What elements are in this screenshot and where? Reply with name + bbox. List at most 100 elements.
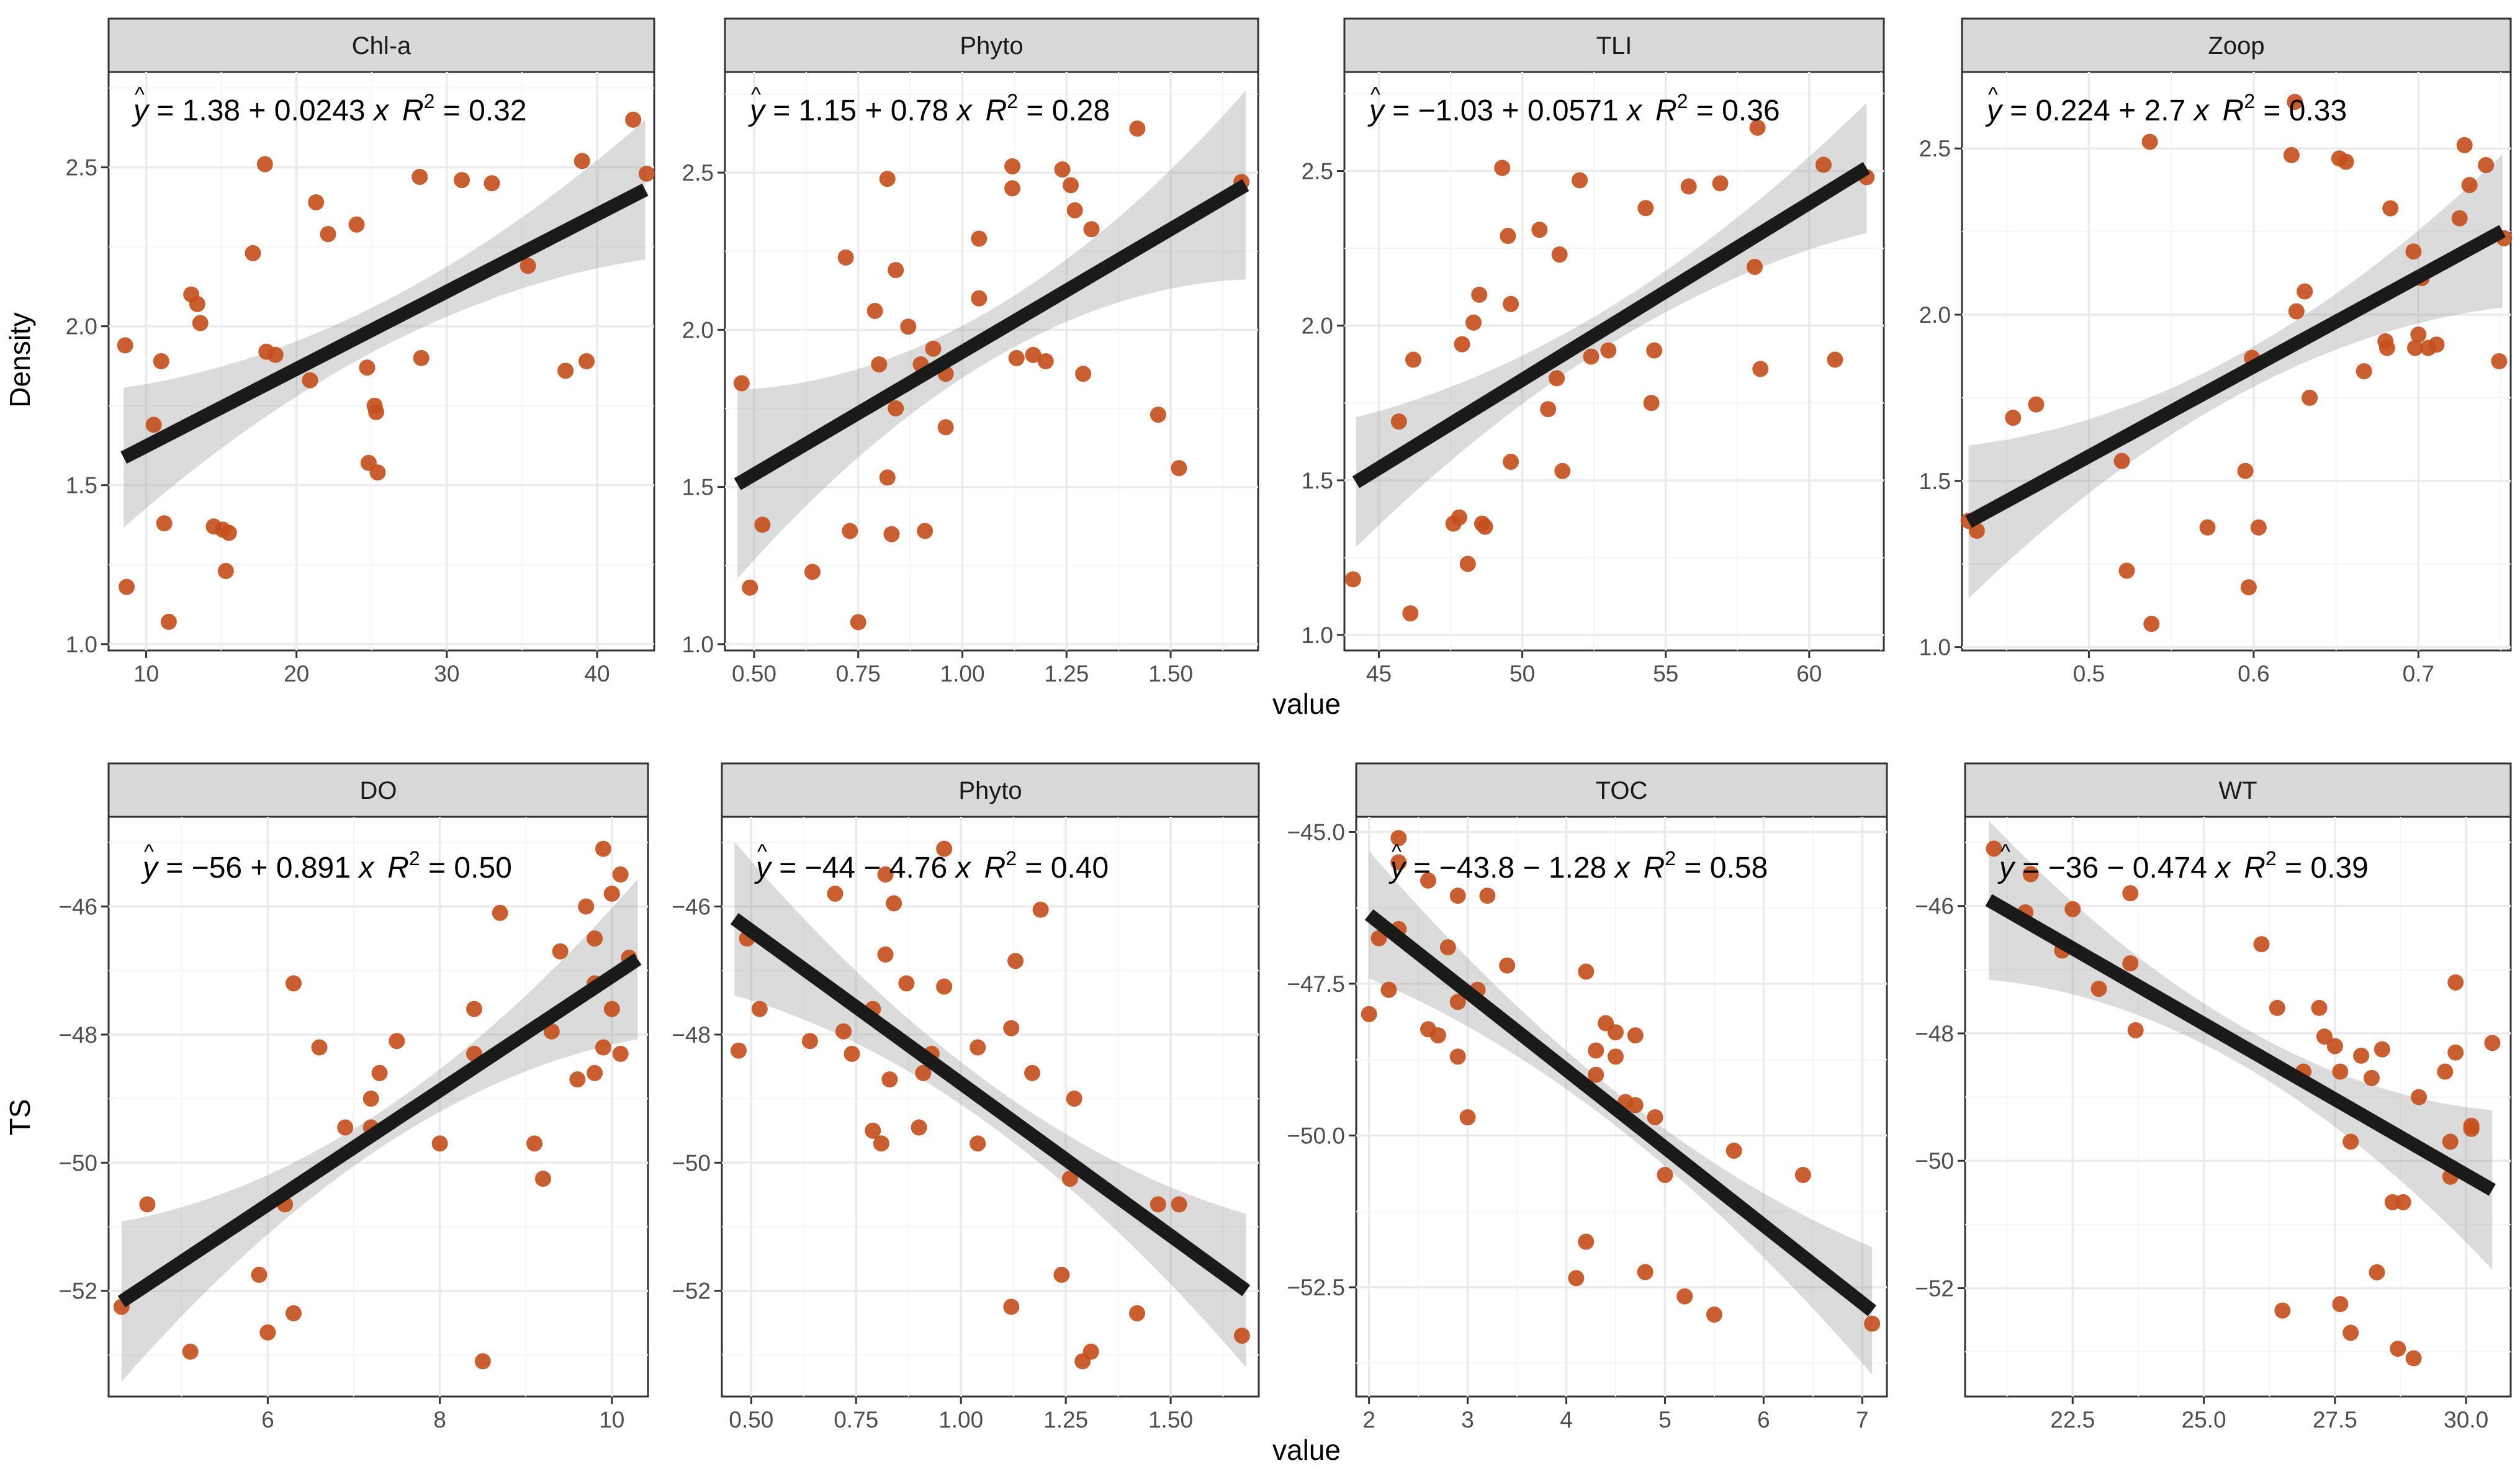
data-point xyxy=(569,1071,586,1088)
data-point xyxy=(2484,1035,2501,1051)
data-point xyxy=(1451,509,1467,526)
x-tick-label: 27.5 xyxy=(2313,1407,2357,1433)
y-tick-label: 1.5 xyxy=(682,475,714,500)
data-point xyxy=(492,904,508,921)
equation-r2: = 0.39 xyxy=(2277,852,2369,884)
data-point xyxy=(1503,295,1519,312)
data-points xyxy=(1986,840,2501,1367)
data-point xyxy=(389,1033,405,1050)
data-point xyxy=(1531,222,1548,238)
equation-x: x xyxy=(956,94,973,127)
data-point xyxy=(587,930,603,947)
data-point xyxy=(1494,160,1511,176)
data-point xyxy=(1607,1024,1624,1041)
data-point xyxy=(1471,286,1488,303)
equation-sup: 2 xyxy=(409,847,420,870)
data-point xyxy=(1066,1091,1082,1107)
facet-strip xyxy=(724,17,1259,73)
data-point xyxy=(2369,1264,2385,1280)
data-point xyxy=(2237,462,2254,479)
equation-yhat: y xyxy=(1985,94,2004,127)
data-point xyxy=(156,515,173,532)
equation-r2: = 0.40 xyxy=(1017,852,1109,884)
data-point xyxy=(2064,901,2081,917)
data-point xyxy=(1429,1027,1446,1044)
data-point xyxy=(1171,1196,1187,1213)
y-tick-label: 2.0 xyxy=(682,317,714,343)
data-point xyxy=(2353,1047,2370,1064)
y-tick-label: 1.5 xyxy=(1919,469,1951,494)
data-point xyxy=(2332,1296,2349,1313)
data-point xyxy=(2028,396,2045,413)
equation-r: R xyxy=(1655,94,1677,127)
equation-r: R xyxy=(2244,852,2266,884)
data-point xyxy=(1066,202,1083,218)
data-point xyxy=(520,258,536,274)
data-point xyxy=(2491,353,2508,369)
data-point xyxy=(1657,1167,1673,1184)
regression-line xyxy=(1965,225,2506,528)
regression-line xyxy=(1985,894,2496,1196)
y-tick-label: 1.5 xyxy=(1302,468,1333,493)
equation-x: x xyxy=(2193,94,2210,127)
data-point xyxy=(2283,146,2300,163)
data-point xyxy=(1054,161,1071,178)
equation-r: R xyxy=(402,94,424,127)
equation-r2: = 0.32 xyxy=(434,94,526,127)
data-point xyxy=(534,1171,551,1187)
x-axis-title-top: value xyxy=(1272,688,1341,720)
facet-panel-7: WT y^ = −36 − 0.474 x R2 = 0.39 22.5 25.0 27.… xyxy=(1915,762,2512,1433)
equation-body: = 1.38 + 0.0243 xyxy=(148,94,374,127)
data-point xyxy=(2297,283,2313,300)
plot-area xyxy=(724,71,1259,652)
data-point xyxy=(873,1135,889,1152)
equation-hat: ^ xyxy=(757,840,767,864)
axis-ticks: 0.5 0.6 0.7 1.0 1.5 2.0 2.5 xyxy=(1919,136,2434,686)
data-point xyxy=(1370,930,1387,947)
axis-ticks: 22.5 25.0 27.5 30.0 −46 −48 −50 −52 xyxy=(1915,894,2488,1433)
data-point xyxy=(2451,210,2468,227)
y-tick-label: 2.5 xyxy=(66,155,97,181)
data-point xyxy=(733,375,750,392)
equation-sup: 2 xyxy=(424,90,435,112)
data-point xyxy=(2113,452,2130,469)
data-point xyxy=(2022,866,2039,883)
data-point xyxy=(837,249,854,266)
data-point xyxy=(2456,137,2473,153)
data-points xyxy=(113,840,637,1370)
x-tick-label: 1.25 xyxy=(1043,1407,1088,1433)
x-tick-label: 45 xyxy=(1366,661,1392,686)
data-point xyxy=(359,359,376,376)
data-point xyxy=(119,578,135,595)
axis-ticks: 2 3 4 5 6 7 −45.0 −47.5 −50.0 −52.5 xyxy=(1287,819,1868,1433)
data-point xyxy=(2253,936,2270,953)
data-point xyxy=(911,1119,927,1136)
data-point xyxy=(1025,346,1042,363)
x-tick-label: 55 xyxy=(1653,661,1678,686)
data-point xyxy=(2364,1069,2380,1086)
facet-panel-5: Phyto y^ = −44 − 4.76 x R2 = 0.40 0.50 0.75 1… xyxy=(672,762,1260,1433)
x-tick-label: 0.75 xyxy=(836,661,881,686)
data-point xyxy=(844,1045,860,1062)
facet-strip-label: Chl-a xyxy=(352,32,412,60)
equation-hat: ^ xyxy=(144,840,154,864)
data-point xyxy=(638,165,655,182)
data-point xyxy=(412,168,428,185)
data-point xyxy=(1083,221,1100,238)
data-point xyxy=(1637,1264,1654,1280)
data-point xyxy=(2090,981,2107,997)
y-tick-label: 2.0 xyxy=(1302,313,1333,339)
data-point xyxy=(1588,1066,1604,1083)
equation-r: R xyxy=(1644,852,1665,884)
data-point xyxy=(1402,605,1419,622)
equation-yhat: y xyxy=(748,94,767,127)
data-point xyxy=(308,194,325,210)
facet-strip xyxy=(1343,17,1885,73)
axis-ticks: 0.50 0.75 1.00 1.25 1.50 −46 −48 −50 −52 xyxy=(672,894,1193,1433)
data-point xyxy=(466,1001,483,1017)
data-point xyxy=(117,337,133,354)
regression-equation: y^ = −44 − 4.76 x R2 = 0.40 xyxy=(754,840,1109,884)
data-point xyxy=(2378,340,2395,356)
regression-equation: y^ = −56 + 0.891 x R2 = 0.50 xyxy=(141,840,512,884)
